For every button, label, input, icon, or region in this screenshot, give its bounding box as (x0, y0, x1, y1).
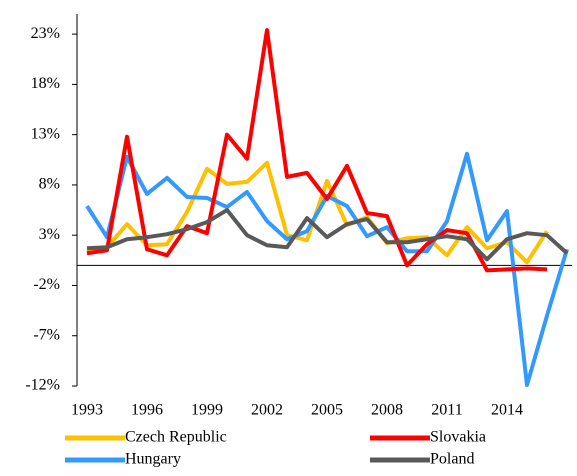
x-tick-label: 1996 (131, 402, 163, 419)
x-tick-label: 2008 (371, 402, 403, 419)
y-tick-label: -7% (33, 326, 60, 343)
y-tick-label: 8% (39, 176, 60, 193)
x-tick-label: 2014 (491, 402, 523, 419)
legend-label: Czech Republic (125, 429, 227, 446)
legend-label: Hungary (125, 451, 181, 468)
series-line (86, 28, 548, 273)
x-tick-label: 2002 (251, 402, 283, 419)
y-tick-label: 3% (39, 226, 60, 243)
x-tick-label: 2011 (431, 402, 462, 419)
y-tick-label: -2% (33, 276, 60, 293)
legend-label: Slovakia (430, 429, 486, 446)
y-tick-label: 18% (31, 75, 60, 92)
x-tick-label: 2005 (311, 402, 343, 419)
x-tick-label: 1999 (191, 402, 223, 419)
legend-label: Poland (430, 451, 474, 468)
y-tick-label: 23% (31, 25, 60, 42)
series-line (86, 208, 569, 262)
x-tick-label: 1993 (71, 402, 103, 419)
y-tick-label: 13% (31, 125, 60, 142)
y-tick-label: -12% (25, 377, 60, 394)
